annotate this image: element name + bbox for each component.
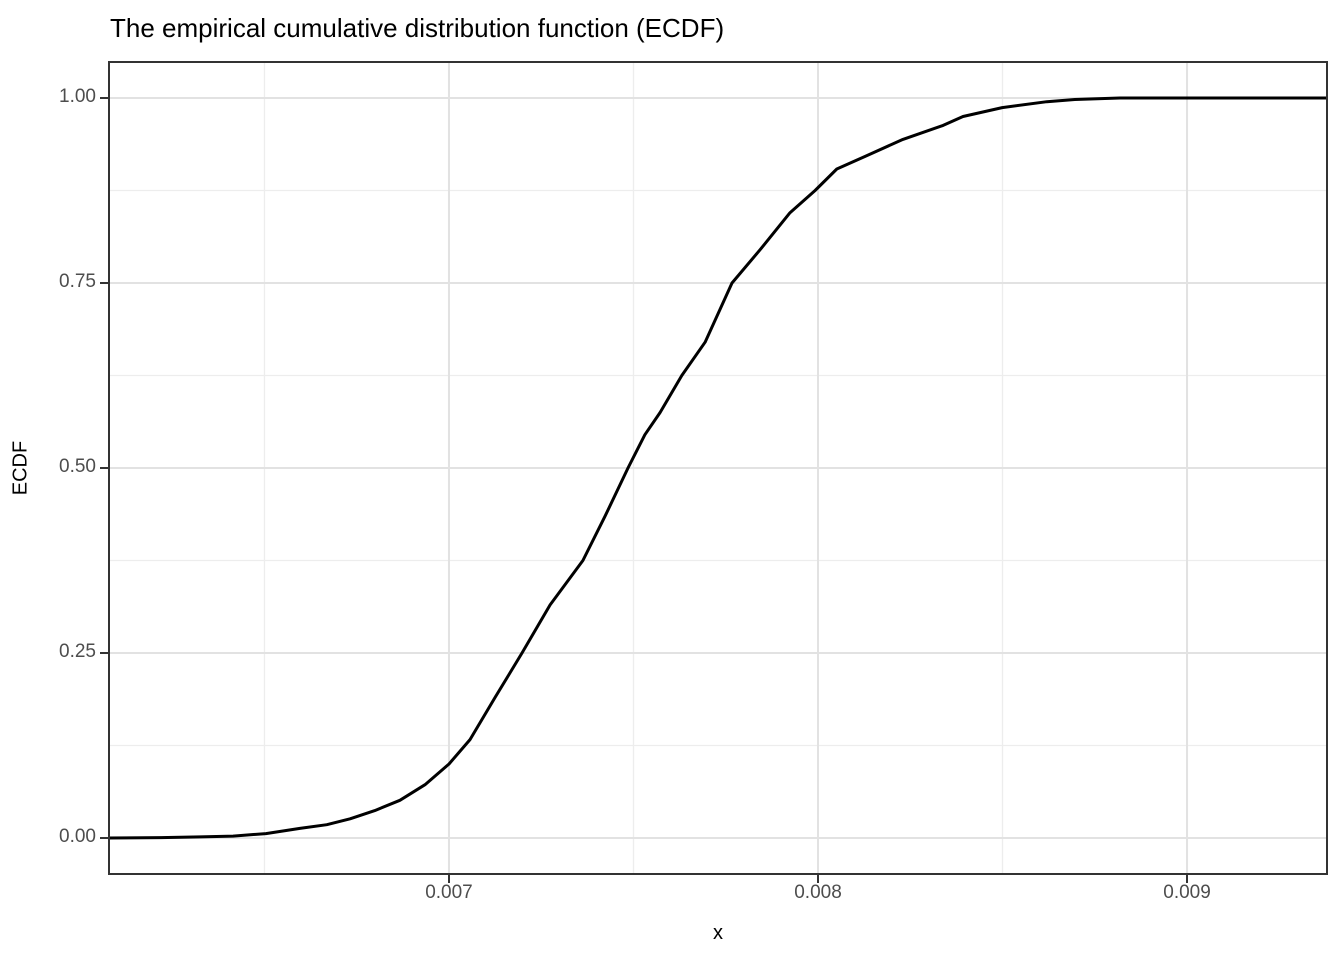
chart-title: The empirical cumulative distribution fu…: [110, 13, 725, 43]
x-tick-mark: [1186, 875, 1189, 883]
x-tick-label: 0.009: [1163, 882, 1211, 903]
y-tick-mark: [100, 282, 108, 284]
plot-area-svg: [108, 61, 1328, 875]
y-tick-label: 0.25: [59, 641, 96, 662]
x-tick-mark: [447, 875, 450, 883]
y-tick-mark: [100, 97, 108, 99]
x-axis-title: x: [713, 922, 723, 944]
y-tick-mark: [100, 652, 108, 654]
x-tick-label: 0.007: [425, 882, 473, 903]
y-axis-title: ECDF: [9, 440, 32, 496]
y-tick-mark: [100, 837, 108, 839]
y-tick-mark: [100, 467, 108, 469]
x-tick-mark: [817, 875, 819, 883]
x-tick-label: 0.008: [794, 882, 842, 903]
y-tick-label: 0.75: [59, 271, 96, 292]
y-tick-label: 0.50: [59, 456, 96, 477]
panel-border: [108, 61, 1328, 875]
ecdf-line: [108, 96, 1328, 840]
y-tick-label: 0.00: [59, 826, 96, 847]
plot-panel: [108, 61, 1328, 875]
y-tick-label: 1.00: [59, 86, 96, 107]
